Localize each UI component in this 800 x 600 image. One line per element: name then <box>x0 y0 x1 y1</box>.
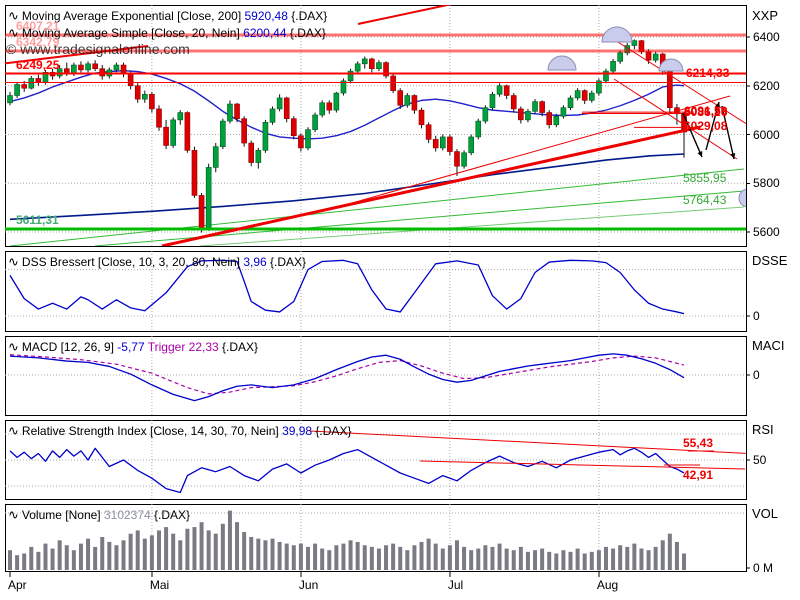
legend-text: Moving Average Simple [Close, 20, Nein] <box>21 26 244 40</box>
price-level-label: 6029,08 <box>684 119 728 134</box>
legend-text: {.DAX} <box>266 255 307 269</box>
main-plot[interactable] <box>0 4 757 246</box>
legend-text: {.DAX} <box>218 340 259 354</box>
indicator-icon: ∿ <box>8 339 19 354</box>
projection-arrow <box>697 151 703 157</box>
watermark: © www.tradesignalonline.com <box>6 41 190 57</box>
legend-text: 5920,48 <box>244 9 288 23</box>
macd-plot[interactable] <box>5 336 746 415</box>
annotation-circle <box>738 188 746 208</box>
indicator-icon: ∿ <box>8 254 19 269</box>
main-axis-tick: 5600 <box>753 225 780 239</box>
price-level-label: 6086,26 <box>684 105 728 120</box>
legend-text: Relative Strength Index [Close, 14, 30, … <box>21 424 283 438</box>
main-axis-tick: 6000 <box>753 127 780 142</box>
volume-axis-tick: 0 M <box>753 561 774 575</box>
legend-text: {.DAX} <box>312 424 352 438</box>
volume-legend: ∿ Volume [None] 3102374 {.DAX} <box>8 507 190 523</box>
rsi-axis-tick: 50 <box>753 453 767 467</box>
price-level-label: 6342,79 <box>16 34 60 49</box>
legend-text: {.DAX} <box>287 9 328 23</box>
legend-text: Volume [None] <box>21 508 104 522</box>
macd-legend: ∿ MACD [12, 26, 9] -5,77 Trigger 22,33 {.… <box>8 339 258 355</box>
main-axis-tick: 5800 <box>753 176 780 191</box>
legend-text: 39,98 <box>282 424 313 438</box>
head-shoulders-arc <box>658 58 684 72</box>
macd-axis-label: MACI <box>752 338 785 353</box>
dss-plot[interactable] <box>5 251 746 331</box>
month-label-jul: Jul <box>447 578 464 592</box>
legend-text: {.DAX} <box>150 508 191 522</box>
macd-axis-tick: 0 <box>753 368 760 382</box>
projection-arrow <box>715 102 721 108</box>
price-level-label: 5855,95 <box>683 171 727 185</box>
month-label-mai: Mai <box>149 578 170 592</box>
legend-text: Trigger 22,33 <box>144 340 219 354</box>
indicator-icon: ∿ <box>8 8 19 23</box>
head-shoulders-arc <box>601 26 633 43</box>
legend-text: 3102374 <box>103 508 151 522</box>
indicator-icon: ∿ <box>8 507 19 522</box>
indicator-icon: ∿ <box>8 423 19 438</box>
legend-text: MACD [12, 26, 9] <box>21 340 118 354</box>
ma-simple-legend: ∿ Moving Average Simple [Close, 20, Nein]… <box>8 25 326 41</box>
projection-arrow <box>730 153 736 159</box>
price-level-label: 6214,33 <box>686 66 730 81</box>
month-label-aug: Aug <box>596 578 619 592</box>
head-shoulders-arc <box>547 55 577 71</box>
vol-plot[interactable] <box>5 504 746 571</box>
legend-text: {.DAX} <box>286 26 326 40</box>
price-level-label: 5764,43 <box>683 193 727 207</box>
indicator-icon: ∿ <box>8 25 19 40</box>
dss-axis-tick: 0 <box>753 309 760 323</box>
rsi-legend: ∿ Relative Strength Index [Close, 14, 30,… <box>8 423 351 439</box>
legend-text: Moving Average Exponential [Close, 200] <box>21 9 245 23</box>
price-level-label: 5611,31 <box>16 213 59 228</box>
ma-exponential-legend: ∿ Moving Average Exponential [Close, 200]… <box>8 8 327 24</box>
volume-axis-label: VOL <box>752 506 779 521</box>
main-axis-tick: 6400 <box>753 30 780 44</box>
dss-legend: ∿ DSS Bressert [Close, 10, 3, 20, 80, Nei… <box>8 254 306 270</box>
rsi-level-label: 42,91 <box>683 468 714 482</box>
month-label-jun: Jun <box>298 578 319 592</box>
price-level-label: 6249,25 <box>16 57 60 72</box>
legend-text: 6200,44 <box>243 26 287 40</box>
main-axis-tick: 6200 <box>753 78 780 93</box>
main-axis-label: XXP <box>752 8 779 23</box>
month-label-apr: Apr <box>8 578 27 592</box>
rsi-axis-label: RSI <box>752 422 774 437</box>
price-level-label: 6091,59 <box>684 104 728 119</box>
rsi-level-label: 55,43 <box>683 436 714 450</box>
legend-text: -5,77 <box>117 340 145 354</box>
dss-axis-label: DSSE <box>752 253 788 268</box>
legend-text: DSS Bressert [Close, 10, 3, 20, 80, Nein… <box>21 255 244 269</box>
price-level-label: 6407,21 <box>16 19 60 34</box>
legend-text: 3,96 <box>243 255 267 269</box>
rsi-plot[interactable] <box>5 420 758 499</box>
